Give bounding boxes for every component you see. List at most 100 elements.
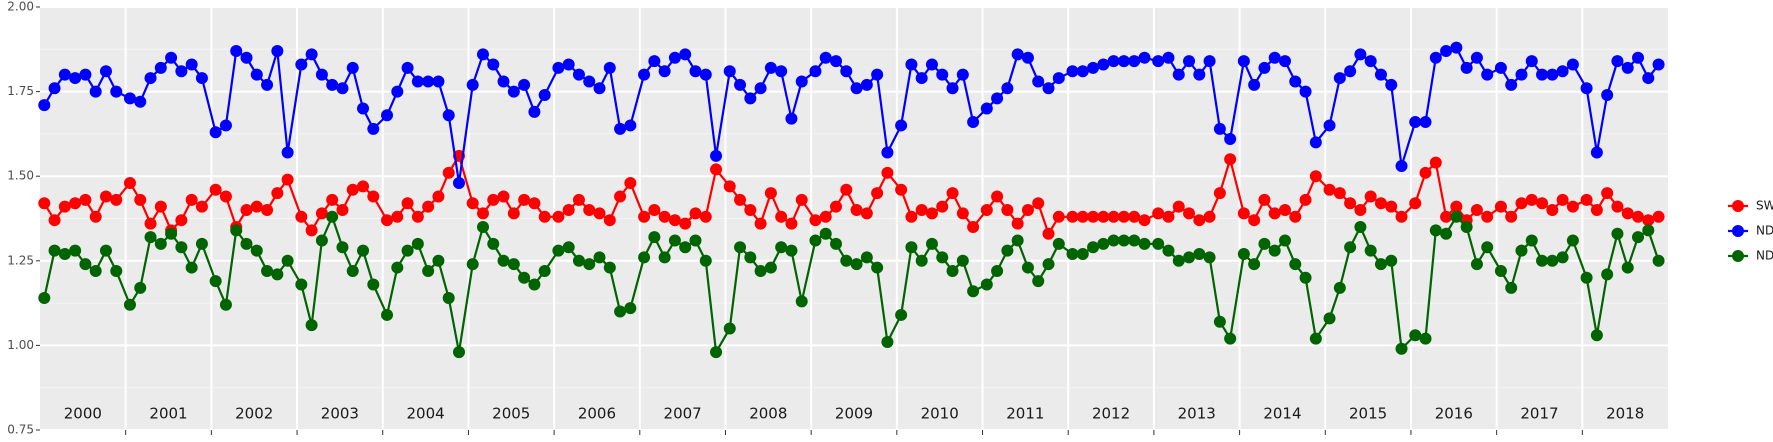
point (967, 116, 980, 129)
year-label: 2000 (64, 405, 102, 423)
point (1525, 55, 1538, 68)
point (1237, 207, 1250, 220)
point (281, 146, 294, 159)
point (38, 292, 51, 305)
point (638, 210, 651, 223)
point (905, 210, 918, 223)
point (1097, 237, 1110, 250)
point (367, 122, 380, 135)
point (538, 210, 551, 223)
year-label: 2016 (1435, 405, 1473, 423)
point (699, 210, 712, 223)
point (956, 68, 969, 81)
year-label: 2018 (1606, 405, 1644, 423)
point (123, 176, 136, 189)
point (1536, 68, 1549, 81)
point (1385, 200, 1398, 213)
point (1419, 166, 1432, 179)
point (1632, 210, 1645, 223)
point (710, 346, 723, 359)
point (261, 78, 274, 91)
point (391, 210, 404, 223)
point (219, 119, 232, 132)
point (401, 61, 414, 74)
point (1193, 68, 1206, 81)
point (1590, 146, 1603, 159)
point (1419, 332, 1432, 345)
point (219, 298, 232, 311)
year-label: 2011 (1006, 405, 1044, 423)
point (58, 68, 71, 81)
point (466, 78, 479, 91)
point (699, 254, 712, 267)
point (1032, 275, 1045, 288)
point (991, 92, 1004, 105)
year-label: 2004 (406, 405, 444, 423)
point (1590, 204, 1603, 217)
point (1481, 68, 1494, 81)
point (250, 68, 263, 81)
point (785, 112, 798, 125)
point (699, 68, 712, 81)
point (1203, 251, 1216, 264)
point (1440, 44, 1453, 57)
point (1107, 55, 1120, 68)
point (860, 78, 873, 91)
point (593, 251, 606, 264)
point (710, 149, 723, 162)
point (209, 275, 222, 288)
point (850, 258, 863, 271)
point (497, 254, 510, 267)
point (175, 65, 188, 78)
point (905, 58, 918, 71)
point (1138, 237, 1151, 250)
point (250, 200, 263, 213)
point (1333, 187, 1346, 200)
point (1278, 234, 1291, 247)
year-label: 2008 (749, 405, 787, 423)
point (956, 254, 969, 267)
point (261, 264, 274, 277)
point (466, 197, 479, 210)
point (1128, 210, 1141, 223)
point (185, 193, 198, 206)
point (552, 244, 565, 257)
point (1248, 78, 1261, 91)
point (1556, 193, 1569, 206)
point (871, 187, 884, 200)
point (381, 308, 394, 321)
y-tick-label: 0.75 (7, 423, 34, 437)
point (850, 82, 863, 95)
point (1601, 187, 1614, 200)
point (980, 278, 993, 291)
point (1525, 193, 1538, 206)
point (583, 75, 596, 88)
point (881, 336, 894, 349)
point (1032, 75, 1045, 88)
point (1323, 119, 1336, 132)
point (315, 68, 328, 81)
point (1566, 58, 1579, 71)
point (658, 251, 671, 264)
point (281, 173, 294, 186)
point (271, 187, 284, 200)
point (723, 65, 736, 78)
point (1481, 241, 1494, 254)
point (422, 200, 435, 213)
point (1128, 234, 1141, 247)
point (497, 75, 510, 88)
point (562, 58, 575, 71)
point (840, 254, 853, 267)
point (476, 220, 489, 233)
point (881, 146, 894, 159)
point (603, 214, 616, 227)
point (1364, 190, 1377, 203)
point (38, 99, 51, 112)
point (925, 207, 938, 220)
year-label: 2014 (1263, 405, 1301, 423)
point (1470, 258, 1483, 271)
point (946, 187, 959, 200)
point (1001, 204, 1014, 217)
point (936, 200, 949, 213)
point (422, 264, 435, 277)
